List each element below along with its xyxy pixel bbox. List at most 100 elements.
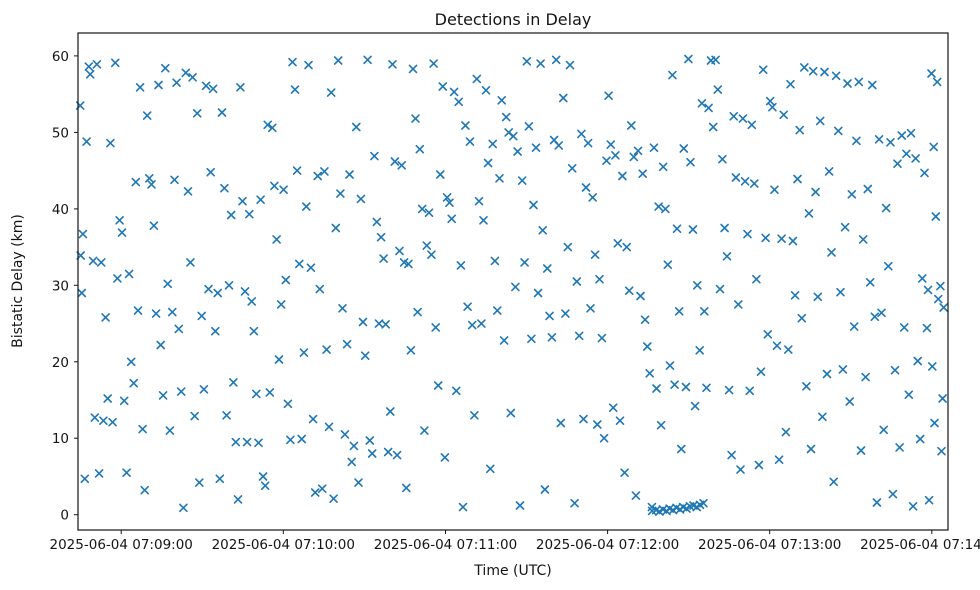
scatter-marker [668, 70, 677, 80]
scatter-marker [272, 235, 281, 244]
scatter-marker [640, 315, 650, 324]
scatter-marker [402, 483, 411, 493]
scatter-marker [681, 382, 691, 392]
scatter-marker [92, 60, 102, 69]
scatter-marker [870, 312, 880, 321]
scatter-marker [340, 430, 350, 439]
scatter-marker [149, 221, 159, 230]
scatter-marker [156, 340, 165, 350]
scatter-marker [690, 401, 700, 411]
scatter-marker [879, 425, 888, 435]
scatter-marker [795, 125, 804, 135]
scatter-marker [165, 426, 175, 435]
scatter-marker [633, 146, 643, 156]
scatter-marker [365, 436, 375, 445]
scatter-marker [800, 63, 809, 72]
scatter-marker [890, 365, 900, 375]
scatter-marker [470, 411, 479, 420]
scatter-marker [679, 144, 689, 153]
scatter-marker [142, 111, 152, 120]
scatter-marker [711, 55, 720, 65]
scatter-marker [145, 174, 154, 183]
scatter-marker [813, 292, 823, 302]
scatter-marker [138, 424, 147, 434]
scatter-marker [645, 369, 654, 378]
scatter-marker [208, 84, 218, 94]
scatter-marker [655, 507, 664, 516]
scatter-marker [347, 457, 356, 467]
scatter-marker [436, 170, 445, 179]
scatter-marker [349, 441, 359, 451]
scatter-marker [772, 341, 782, 350]
scatter-marker [447, 214, 456, 224]
scatter-marker [731, 173, 741, 182]
scatter-marker [670, 380, 679, 389]
scatter-marker [313, 171, 322, 181]
scatter-marker [181, 68, 191, 78]
scatter-marker [868, 80, 877, 90]
scatter-marker [815, 116, 825, 126]
scatter-marker [99, 416, 108, 425]
scatter-marker [858, 235, 868, 244]
scatter-marker [567, 164, 577, 173]
scatter-marker [424, 208, 434, 217]
scatter-marker [119, 396, 129, 406]
scatter-marker [658, 162, 668, 172]
scatter-marker [88, 256, 98, 266]
scatter-marker [718, 154, 727, 164]
scatter-marker [884, 261, 893, 271]
scatter-marker [620, 468, 629, 477]
scatter-marker [172, 78, 181, 87]
scatter-marker [84, 62, 94, 71]
x-axis-label: Time (UTC) [474, 563, 552, 579]
scatter-marker [474, 196, 484, 206]
scatter-marker [611, 151, 620, 160]
scatter-marker [904, 390, 914, 399]
scatter-marker [229, 378, 238, 387]
scatter-marker [174, 324, 184, 334]
scatter-marker [388, 60, 397, 69]
scatter-marker [176, 387, 186, 396]
scatter-marker [186, 258, 195, 267]
scatter-marker [126, 357, 136, 367]
scatter-marker [595, 274, 604, 284]
scatter-marker [524, 122, 534, 131]
x-tick-label: 2025-06-04 07:09:00 [50, 537, 193, 553]
scatter-marker [527, 334, 536, 344]
scatter-marker [531, 143, 541, 152]
scatter-marker [354, 478, 363, 487]
scatter-marker [847, 190, 857, 199]
scatter-marker [374, 319, 384, 328]
scatter-marker [608, 403, 618, 412]
scatter-marker [928, 362, 937, 371]
scatter-marker [363, 55, 372, 65]
scatter-marker [383, 447, 393, 457]
scatter-marker [438, 82, 448, 91]
scatter-marker [131, 177, 141, 187]
scatter-marker [784, 345, 793, 354]
scatter-marker [85, 70, 95, 79]
scatter-marker [201, 81, 211, 91]
scatter-marker [376, 232, 386, 242]
scatter-marker [824, 167, 834, 176]
scatter-marker [290, 85, 300, 94]
scatter-marker [818, 412, 827, 422]
scatter-marker [615, 416, 625, 425]
scatter-marker [918, 274, 927, 283]
scatter-marker [699, 498, 708, 508]
scatter-marker [722, 252, 732, 261]
scatter-marker [570, 498, 579, 508]
scatter-marker [684, 54, 693, 64]
scatter-marker [802, 382, 811, 391]
scatter-marker [509, 131, 518, 141]
scatter-marker [781, 427, 791, 437]
scatter-marker [199, 385, 209, 394]
scatter-marker [454, 97, 463, 107]
scatter-marker [906, 128, 916, 138]
scatter-marker [922, 323, 932, 333]
scatter-marker [895, 443, 904, 452]
scatter-marker [197, 311, 206, 321]
scatter-marker [320, 167, 329, 176]
scatter-marker [395, 246, 404, 256]
